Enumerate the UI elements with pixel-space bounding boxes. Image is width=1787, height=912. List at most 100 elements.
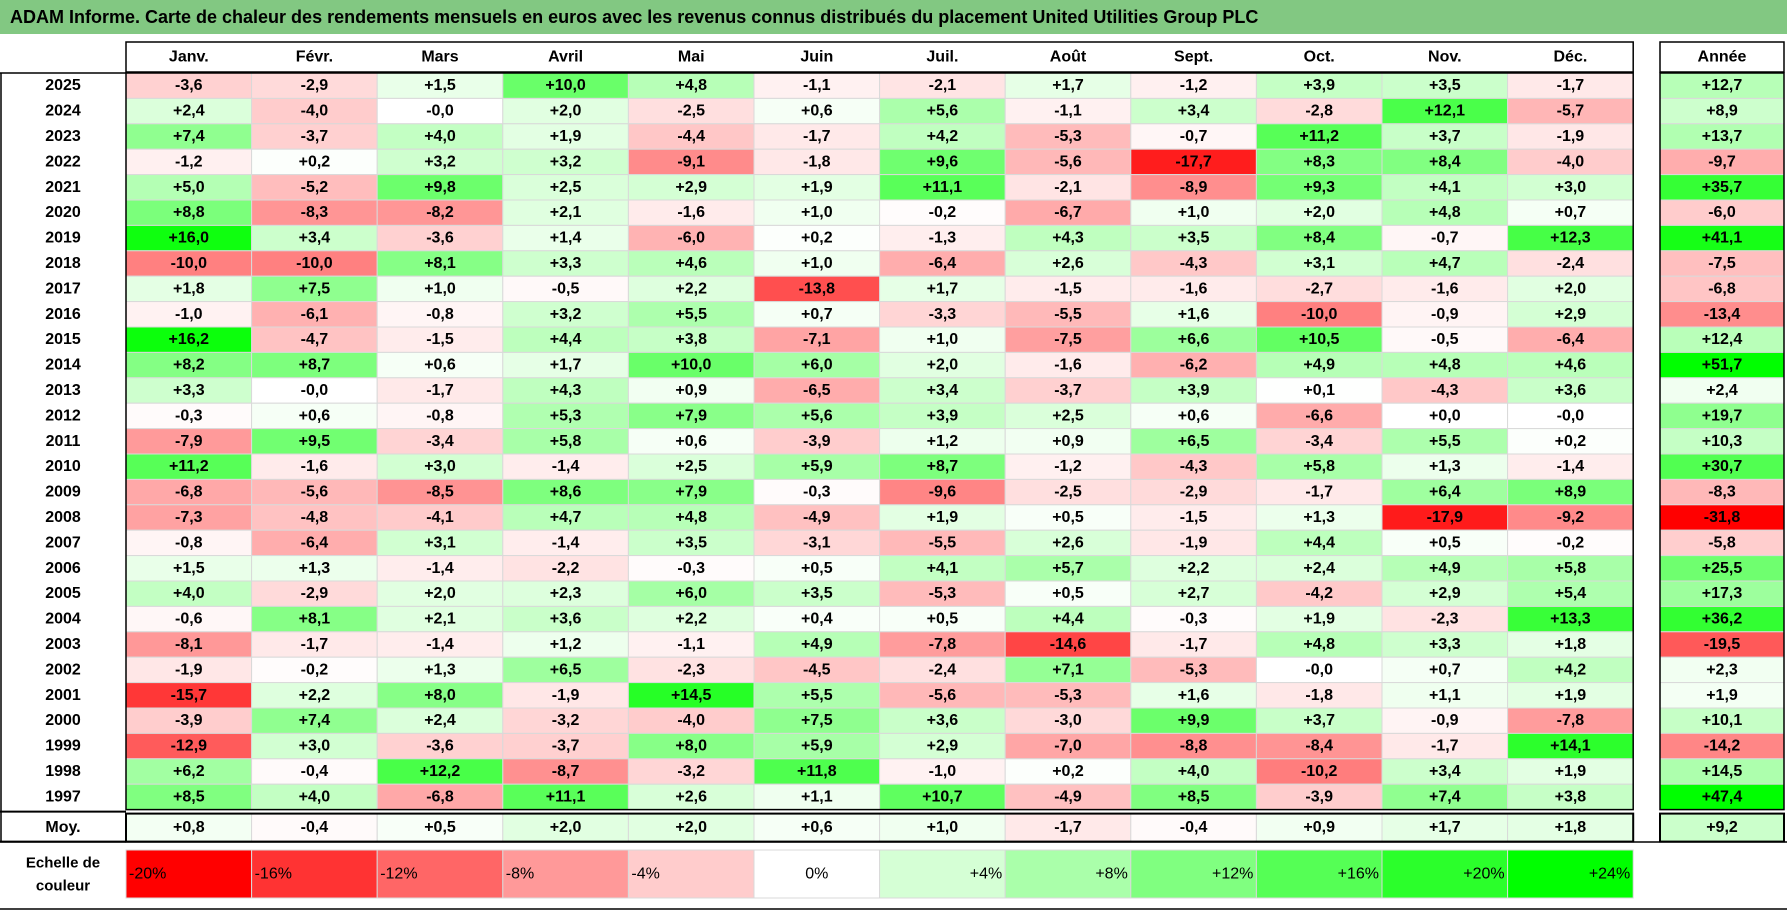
cell-value: +2,5 xyxy=(1052,407,1084,424)
cell-value: -2,3 xyxy=(677,661,705,678)
cell-value: +1,8 xyxy=(1555,636,1587,653)
cell-value: -5,5 xyxy=(1054,306,1082,323)
cell-value: +3,6 xyxy=(550,611,582,628)
annual-value: +10,1 xyxy=(1702,712,1743,729)
heatmap-cell xyxy=(125,783,253,811)
heatmap-cell xyxy=(125,199,253,226)
heatmap-cell xyxy=(1507,783,1634,811)
scale-label: -12% xyxy=(380,866,417,883)
heatmap-cell xyxy=(1130,504,1257,531)
cell-value: -7,3 xyxy=(175,509,203,526)
cell-value: -0,5 xyxy=(552,280,580,297)
cell-value: -0,8 xyxy=(175,534,203,551)
cell-value: -1,4 xyxy=(426,560,454,577)
cell-value: -2,9 xyxy=(1180,484,1208,501)
heatmap-cell xyxy=(251,377,378,404)
year-label-2008: 2008 xyxy=(45,509,81,526)
year-label-1997: 1997 xyxy=(45,788,81,805)
heatmap-cell xyxy=(1004,199,1132,226)
heatmap-cell xyxy=(1381,529,1509,557)
heatmap-cell xyxy=(376,97,504,125)
annual-cell xyxy=(1659,275,1785,303)
cell-value: +4,0 xyxy=(424,128,456,145)
heatmap-cell xyxy=(1004,72,1132,99)
heatmap-cell xyxy=(1004,351,1132,379)
heatmap-cell xyxy=(1381,478,1509,506)
scale-swatch xyxy=(251,849,378,899)
scale-swatch xyxy=(376,849,504,899)
cell-value: +8,9 xyxy=(1555,484,1587,501)
heatmap-cell xyxy=(1255,199,1383,226)
cell-value: -8,9 xyxy=(1180,179,1208,196)
cell-value: +11,1 xyxy=(923,179,963,196)
heatmap-cell xyxy=(1255,605,1383,633)
heatmap-cell xyxy=(1255,377,1383,404)
heatmap-cell xyxy=(376,529,504,557)
annual-value: +17,3 xyxy=(1702,585,1743,602)
cell-value: +1,9 xyxy=(801,179,833,196)
cell-value: -6,8 xyxy=(426,788,454,805)
cell-value: -1,7 xyxy=(1180,636,1208,653)
cell-value: -1,9 xyxy=(1180,534,1208,551)
average-value: +1,7 xyxy=(1429,819,1461,836)
annual-value: +19,7 xyxy=(1702,407,1743,424)
scale-label: -20% xyxy=(129,866,166,883)
annual-value: -8,3 xyxy=(1708,484,1736,501)
cell-value: +3,7 xyxy=(1429,128,1461,145)
cell-value: -6,4 xyxy=(929,255,957,272)
average-label: Moy. xyxy=(45,819,80,836)
month-header-5: Mai xyxy=(678,49,705,66)
heatmap-cell xyxy=(879,555,1006,582)
cell-value: -4,4 xyxy=(677,128,705,145)
heatmap-cell xyxy=(125,605,253,633)
cell-value: -1,8 xyxy=(803,153,831,170)
cell-value: +0,5 xyxy=(801,560,833,577)
heatmap-cell xyxy=(1255,504,1383,531)
cell-value: +3,0 xyxy=(424,458,456,475)
cell-value: +6,6 xyxy=(1178,331,1210,348)
cell-value: +7,4 xyxy=(299,712,331,729)
cell-value: +12,1 xyxy=(1425,103,1466,120)
heatmap-cell xyxy=(125,453,253,480)
average-cell xyxy=(1507,813,1634,843)
month-grid-frame xyxy=(125,72,1634,811)
heatmap-cell xyxy=(502,97,629,125)
average-cell xyxy=(502,813,629,843)
heatmap-cell xyxy=(627,758,755,785)
heatmap-cell xyxy=(627,326,755,353)
cell-value: +1,0 xyxy=(424,280,456,297)
cell-value: -9,6 xyxy=(929,484,957,501)
scale-swatch xyxy=(1507,849,1634,899)
cell-value: -0,2 xyxy=(929,204,957,221)
heatmap-cell xyxy=(376,682,504,709)
cell-value: +7,4 xyxy=(173,128,205,145)
cell-value: +11,2 xyxy=(169,458,209,475)
heatmap-cell xyxy=(879,732,1006,760)
cell-value: -5,3 xyxy=(1180,661,1208,678)
average-cell xyxy=(1004,813,1132,843)
cell-value: +4,9 xyxy=(1303,357,1335,374)
cell-value: +16,2 xyxy=(169,331,210,348)
cell-value: +8,1 xyxy=(299,611,331,628)
heatmap-cell xyxy=(502,123,629,150)
cell-value: +3,4 xyxy=(1429,763,1461,780)
cell-value: +4,3 xyxy=(1052,230,1084,247)
heatmap-cell xyxy=(1381,453,1509,480)
cell-value: -6,8 xyxy=(175,484,203,501)
cell-value: -3,9 xyxy=(175,712,203,729)
year-label-2002: 2002 xyxy=(45,661,81,678)
cell-value: +5,6 xyxy=(927,103,959,120)
cell-value: +9,8 xyxy=(424,179,456,196)
heatmap-cell xyxy=(1130,97,1257,125)
heatmap-cell xyxy=(1507,174,1634,201)
cell-value: +6,0 xyxy=(801,357,833,374)
heatmap-cell xyxy=(879,478,1006,506)
heatmap-cell xyxy=(1130,224,1257,252)
cell-value: +12,3 xyxy=(1550,230,1591,247)
heatmap-cell xyxy=(1381,148,1509,176)
cell-value: +13,3 xyxy=(1550,611,1591,628)
cell-value: +6,4 xyxy=(1429,484,1461,501)
cell-value: +8,0 xyxy=(675,738,707,755)
cell-value: +7,9 xyxy=(675,484,707,501)
cell-value: -1,0 xyxy=(929,763,957,780)
